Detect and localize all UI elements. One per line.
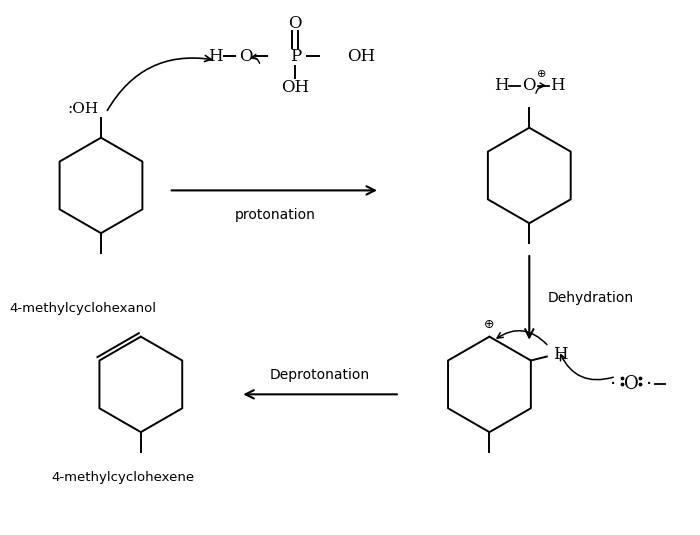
Text: H: H — [208, 48, 223, 65]
Text: ·: · — [610, 375, 616, 394]
Text: P: P — [290, 48, 301, 65]
Text: O: O — [522, 78, 536, 95]
Text: H: H — [553, 346, 568, 363]
Text: O: O — [239, 48, 252, 65]
Text: 4-methylcyclohexene: 4-methylcyclohexene — [51, 471, 195, 484]
Text: H: H — [494, 78, 509, 95]
Text: O: O — [624, 376, 638, 393]
Text: O: O — [288, 15, 302, 32]
Text: :OH: :OH — [67, 102, 98, 116]
Text: Dehydration: Dehydration — [547, 291, 634, 305]
Text: OH: OH — [347, 48, 375, 65]
Text: H: H — [550, 78, 564, 95]
Text: ⊕: ⊕ — [537, 69, 546, 79]
Text: ⊕: ⊕ — [484, 318, 495, 331]
Text: OH: OH — [281, 79, 309, 96]
Text: 4-methylcyclohexanol: 4-methylcyclohexanol — [9, 302, 156, 315]
Text: protonation: protonation — [235, 208, 316, 223]
Text: ·: · — [645, 375, 652, 394]
Text: Deprotonation: Deprotonation — [270, 369, 370, 383]
